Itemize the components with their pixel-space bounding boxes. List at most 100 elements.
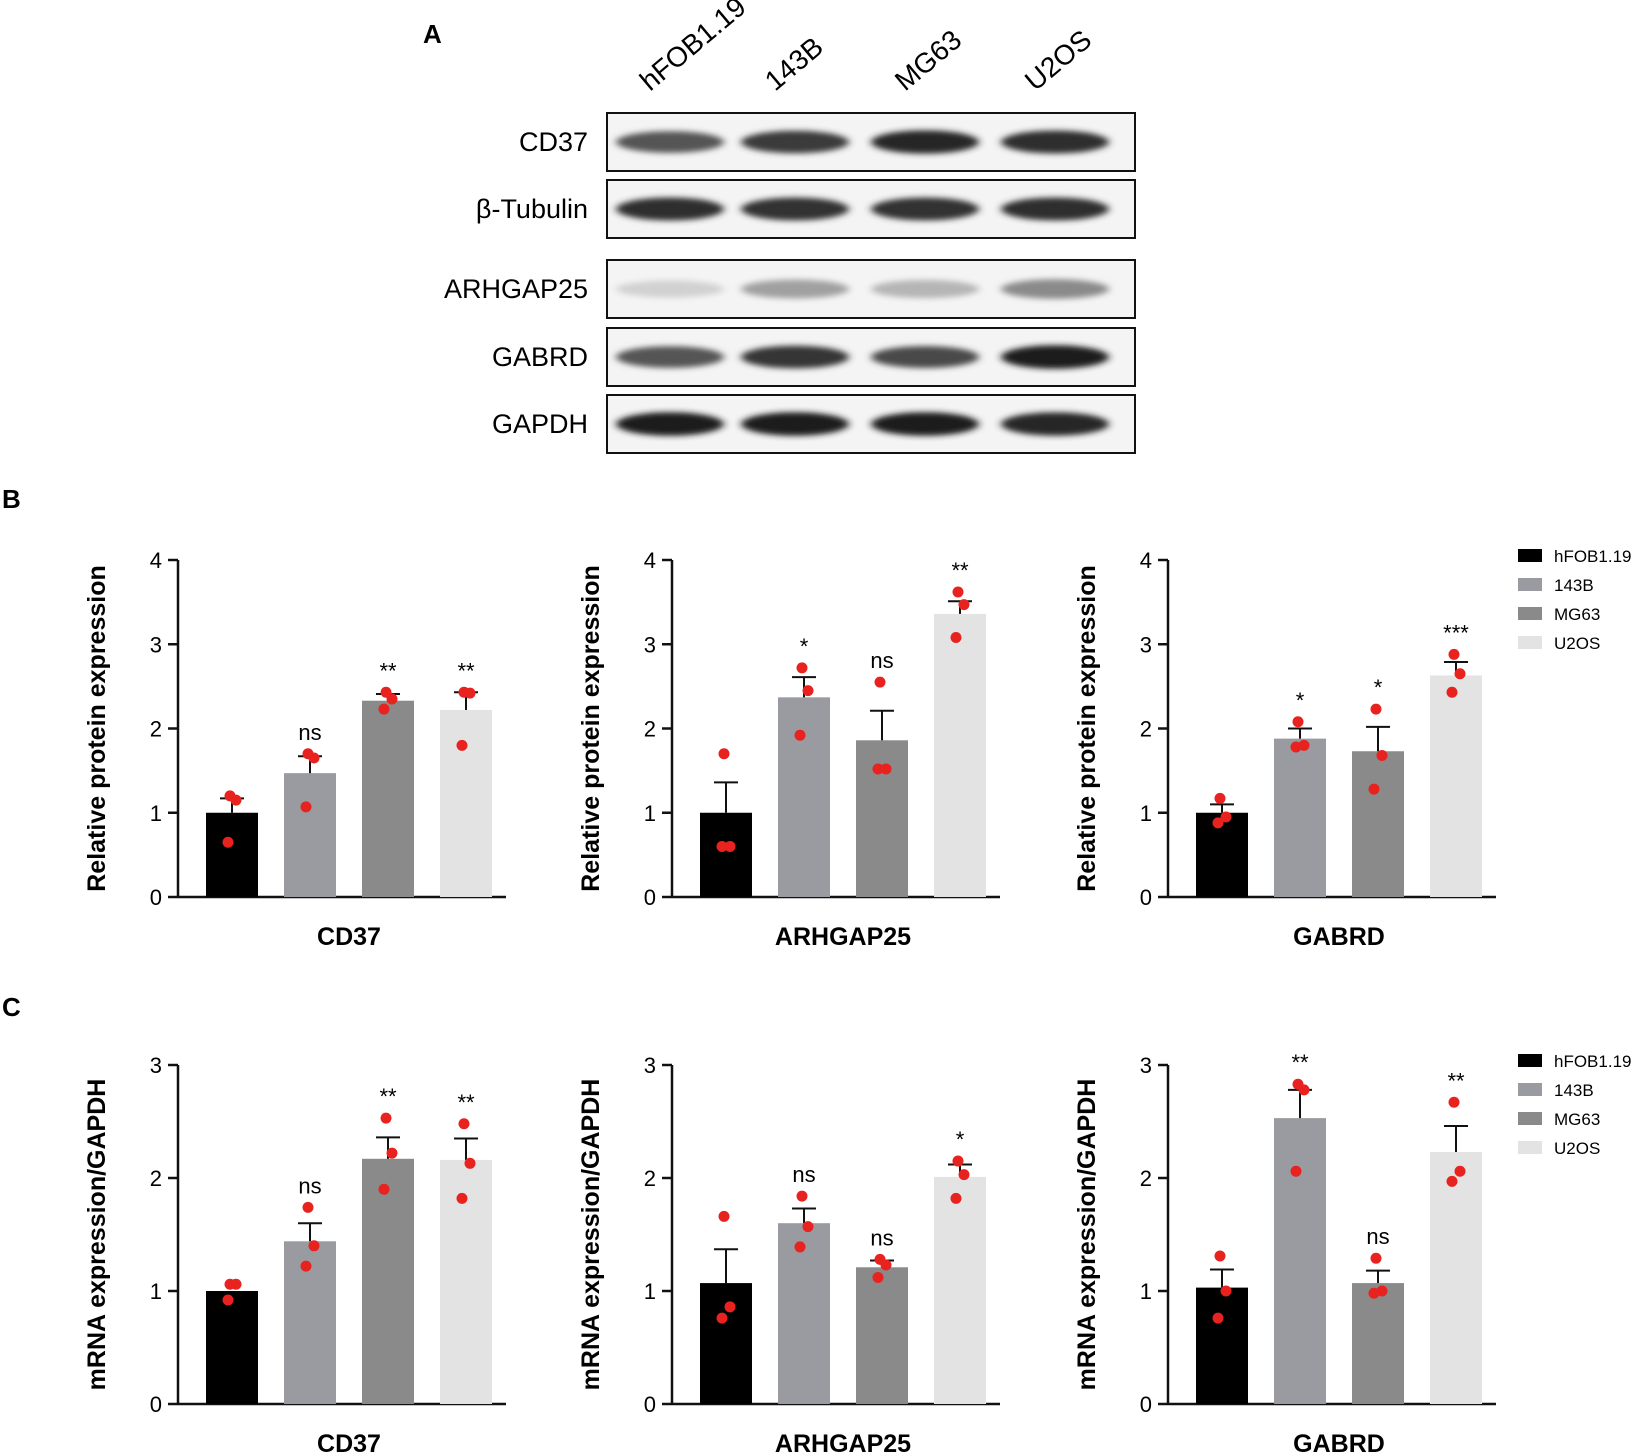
significance-5-1: ** — [1291, 1050, 1309, 1075]
significance-2-2: * — [1374, 675, 1383, 700]
protein-label-3: GABRD — [492, 342, 588, 372]
legend-swatch-1-2 — [1518, 1112, 1542, 1125]
data-point-2-3-0 — [1448, 648, 1460, 660]
legend-label-0-0: hFOB1.19 — [1554, 547, 1632, 566]
significance-3-1: ns — [298, 1173, 321, 1198]
data-point-4-3-2 — [950, 1192, 962, 1204]
y-tick-label-0-4: 4 — [150, 548, 162, 573]
significance-4-3: * — [956, 1127, 965, 1152]
data-point-0-0-1 — [230, 794, 242, 806]
band-3-3 — [1001, 345, 1109, 369]
western-blot: hFOB1.19 143B MG63 U2OS CD37 β-Tubulin ARHGAP2… — [444, 0, 1136, 454]
data-point-5-1-1 — [1298, 1084, 1310, 1096]
data-point-2-0-2 — [1212, 817, 1224, 829]
data-point-5-3-2 — [1446, 1175, 1458, 1187]
data-point-5-0-0 — [1214, 1250, 1226, 1262]
data-point-3-3-2 — [456, 1192, 468, 1204]
legend-label-1-3: U2OS — [1554, 1139, 1600, 1158]
lane-label-2: MG63 — [889, 24, 967, 97]
lane-label-3: U2OS — [1019, 24, 1097, 97]
band-0-0 — [616, 131, 724, 153]
legend-label-1-2: MG63 — [1554, 1110, 1600, 1129]
legend-0: hFOB1.19 143B MG63 U2OS — [1518, 547, 1632, 653]
y-tick-label-2-1: 1 — [1140, 801, 1152, 826]
data-point-3-3-0 — [458, 1118, 470, 1130]
legend-swatch-0-2 — [1518, 607, 1542, 620]
band-4-3 — [1001, 412, 1109, 436]
band-4-2 — [871, 412, 979, 436]
y-axis-title-5: mRNA expression/GAPDH — [1073, 1079, 1101, 1391]
x-axis-label-0: CD37 — [317, 923, 381, 951]
data-point-1-1-2 — [794, 729, 806, 741]
data-point-0-2-1 — [386, 693, 398, 705]
bar-3-0 — [206, 1291, 258, 1404]
data-point-2-1-2 — [1290, 741, 1302, 753]
bar-5-1 — [1274, 1118, 1326, 1404]
legend-swatch-1-3 — [1518, 1141, 1542, 1154]
band-3-0 — [616, 346, 724, 368]
y-tick-label-4-0: 0 — [644, 1392, 656, 1417]
significance-3-3: ** — [457, 1090, 475, 1115]
y-tick-label-2-3: 3 — [1140, 632, 1152, 657]
significance-4-1: ns — [792, 1162, 815, 1187]
data-point-5-3-1 — [1454, 1165, 1466, 1177]
y-tick-label-3-0: 0 — [150, 1392, 162, 1417]
data-point-5-0-1 — [1220, 1285, 1232, 1297]
significance-4-2: ns — [870, 1225, 893, 1250]
bar-2-1 — [1274, 738, 1326, 897]
band-1-3 — [1001, 197, 1109, 221]
data-point-4-0-2 — [716, 1312, 728, 1324]
y-tick-label-1-1: 1 — [644, 801, 656, 826]
y-tick-label-5-2: 2 — [1140, 1166, 1152, 1191]
legend-1: hFOB1.19 143B MG63 U2OS — [1518, 1052, 1632, 1158]
data-point-2-2-1 — [1376, 749, 1388, 761]
legend-label-0-3: U2OS — [1554, 634, 1600, 653]
chart-3: 0 1 2 3 mRNA expression/GAPDH CD37 ns ** ** — [83, 1053, 506, 1456]
data-point-3-2-2 — [378, 1183, 390, 1195]
lane-label-0: hFOB1.19 — [634, 0, 752, 97]
data-point-3-1-0 — [302, 1201, 314, 1213]
data-point-4-1-2 — [794, 1241, 806, 1253]
legend-label-0-1: 143B — [1554, 576, 1594, 595]
band-3-1 — [741, 345, 849, 369]
data-point-2-2-0 — [1370, 703, 1382, 715]
significance-5-3: ** — [1447, 1068, 1465, 1093]
bar-2-2 — [1352, 751, 1404, 897]
data-point-1-3-2 — [950, 632, 962, 644]
band-2-1 — [741, 279, 849, 299]
band-3-2 — [871, 346, 979, 368]
significance-0-2: ** — [379, 658, 397, 683]
legend-label-1-1: 143B — [1554, 1081, 1594, 1100]
y-tick-label-1-2: 2 — [644, 717, 656, 742]
chart-4: 0 1 2 3 mRNA expression/GAPDH ARHGAP25 ns ns * — [577, 1053, 1000, 1456]
band-2-0 — [616, 280, 724, 298]
data-point-2-3-1 — [1454, 668, 1466, 680]
data-point-1-0-2 — [716, 840, 728, 852]
data-point-1-1-0 — [796, 662, 808, 674]
data-point-0-3-1 — [464, 687, 476, 699]
data-point-0-1-1 — [308, 752, 320, 764]
legend-label-1-0: hFOB1.19 — [1554, 1052, 1632, 1071]
chart-0: 0 1 2 3 4 Relative protein expression CD37 ns **… — [83, 548, 506, 951]
bar-0-0 — [206, 812, 258, 897]
data-point-3-0-1 — [230, 1278, 242, 1290]
y-tick-label-2-4: 4 — [1140, 548, 1152, 573]
panel-label-b: B — [2, 484, 21, 514]
y-tick-label-4-3: 3 — [644, 1053, 656, 1078]
chart-5: 0 1 2 3 mRNA expression/GAPDH GABRD ** ns ** — [1073, 1050, 1496, 1456]
chart-1: 0 1 2 3 4 Relative protein expression ARHGAP25… — [577, 548, 1000, 951]
data-point-1-0-0 — [718, 748, 730, 760]
data-point-0-2-2 — [378, 703, 390, 715]
significance-0-1: ns — [298, 720, 321, 745]
data-point-2-2-2 — [1368, 783, 1380, 795]
band-4-0 — [616, 412, 724, 436]
data-point-5-3-0 — [1448, 1096, 1460, 1108]
y-tick-label-2-2: 2 — [1140, 717, 1152, 742]
bar-5-0 — [1196, 1287, 1248, 1404]
data-point-1-0-1 — [724, 840, 736, 852]
bar-3-2 — [362, 1158, 414, 1404]
significance-3-2: ** — [379, 1084, 397, 1109]
data-point-1-3-0 — [952, 586, 964, 598]
